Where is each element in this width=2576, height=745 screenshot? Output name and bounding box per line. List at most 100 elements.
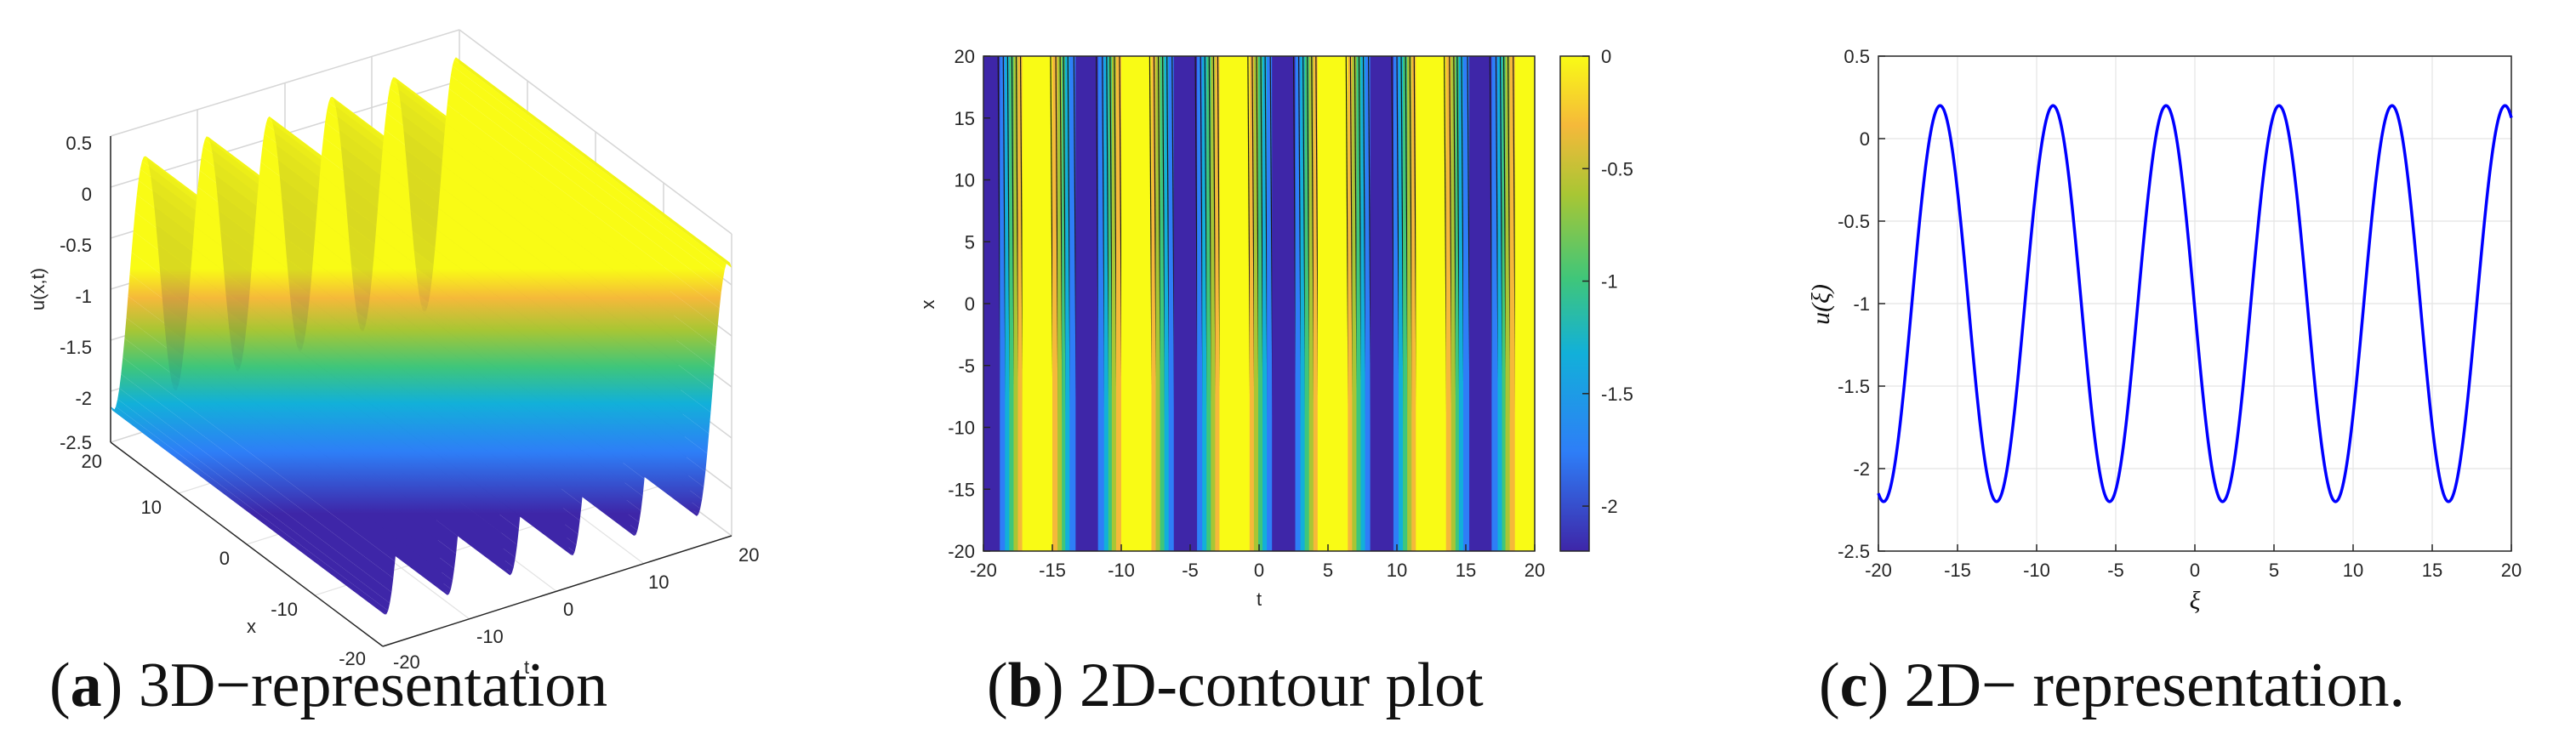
panel-c-series-line — [1877, 104, 2513, 503]
x-tick-label: 15 — [2422, 560, 2442, 581]
contour-band — [1211, 56, 1216, 551]
surface-facet — [433, 249, 708, 472]
contour-band — [1062, 56, 1066, 551]
surface-facet — [117, 388, 392, 604]
contour-band — [1108, 56, 1113, 551]
contour-band — [1257, 56, 1263, 551]
contour-band — [1111, 56, 1117, 551]
surface-facet — [302, 340, 577, 552]
contour-band — [1407, 56, 1412, 551]
x-tick-label: 15 — [1456, 560, 1476, 581]
contour-band — [1462, 56, 1470, 551]
panel-a-3d-surface: 0.5 0 -0.5 -1 -1.5 -2 -2.5 u(x,t) 20 10 … — [27, 29, 759, 678]
panel-a-axes — [110, 136, 732, 647]
contour-band — [1360, 56, 1366, 551]
surface-facet — [114, 407, 389, 615]
colorbar-tick-label: -1 — [1601, 271, 1618, 293]
panel-b-x-axis-label: t — [1257, 589, 1262, 610]
panel-a-t-ticks: -20 -10 0 10 20 — [393, 544, 759, 673]
z-tick-label: 0 — [82, 184, 92, 205]
y-tick-label: 15 — [955, 108, 975, 129]
z-tick-label: -1 — [75, 286, 92, 307]
surface-facet — [242, 340, 517, 558]
contour-band — [1365, 56, 1371, 551]
panel-c-y-axis-label: u(ξ) — [1807, 284, 1835, 325]
contour-band — [1197, 56, 1203, 551]
y-tick-label: -2.5 — [1838, 541, 1870, 562]
surface-facet — [458, 58, 732, 268]
contour-band — [1317, 56, 1348, 551]
contour-band — [1399, 56, 1404, 551]
x-tick-label: -15 — [1039, 560, 1066, 581]
surface-facet — [367, 306, 641, 523]
surface-facet — [121, 357, 396, 578]
contour-band — [1253, 56, 1259, 551]
contour-band — [1356, 56, 1361, 551]
contour-band — [1000, 56, 1006, 551]
x-tick-label: -20 — [970, 560, 997, 581]
y-tick-label: -1.5 — [1838, 376, 1870, 397]
contour-band — [1308, 56, 1314, 551]
contour-band — [1267, 56, 1273, 551]
contour-band — [1009, 56, 1014, 551]
y-tick-label: -2 — [1853, 458, 1870, 480]
contour-band — [1445, 56, 1452, 551]
colorbar-tick-label: -1.5 — [1601, 384, 1633, 405]
z-tick-label: -1.5 — [60, 337, 92, 358]
contour-band — [1469, 56, 1492, 551]
surface-facet — [241, 353, 516, 567]
caption-b-text: 2D-contour plot — [1080, 651, 1484, 720]
contour-band — [1313, 56, 1319, 551]
contour-band — [1160, 56, 1165, 551]
t-tick-label: -20 — [393, 651, 420, 673]
contour-band — [1370, 56, 1394, 551]
y-tick-label: -1 — [1853, 293, 1870, 315]
surface-facet — [425, 310, 698, 516]
surface-facet — [178, 376, 453, 589]
contour-band — [1403, 56, 1408, 551]
contour-band — [1249, 56, 1255, 551]
z-tick-label: -2 — [75, 388, 92, 409]
contour-band — [1173, 56, 1198, 551]
y-tick-label: -20 — [948, 541, 975, 562]
panel-b-ticks: -20 -15 -10 -5 0 5 10 15 20 20 15 10 5 0 -5 -10 -15 -20 — [948, 46, 1545, 581]
contour-band — [1005, 56, 1010, 551]
contour-band — [1304, 56, 1310, 551]
contour-band — [1262, 56, 1268, 551]
panel-b-colorbar-ticks: 0 -0.5 -1 -1.5 -2 — [1582, 46, 1633, 517]
contour-band — [1352, 56, 1357, 551]
contour-band — [1013, 56, 1018, 551]
contour-band — [1295, 56, 1302, 551]
t-tick-label: 0 — [563, 599, 573, 620]
x-tick-label: 20 — [82, 451, 102, 472]
contour-band — [1097, 56, 1105, 551]
surface-facet — [447, 88, 721, 309]
x-tick-label: 0 — [2190, 560, 2200, 581]
contour-band — [1155, 56, 1161, 551]
x-axis-label: x — [247, 616, 256, 637]
surface-facet — [299, 350, 573, 555]
t-tick-label: 20 — [738, 544, 759, 566]
contour-band — [1514, 56, 1536, 551]
contour-band — [1219, 56, 1251, 551]
surface-facet — [304, 330, 578, 545]
caption-b: (b) 2D-contour plot — [987, 651, 1484, 720]
caption-c-letter: c — [1840, 651, 1868, 720]
surface-facet — [440, 164, 715, 391]
contour-band — [1022, 56, 1053, 551]
surface-facet — [431, 267, 706, 487]
surface-facet — [244, 325, 519, 545]
contour-band — [1057, 56, 1063, 551]
panel-c-x-axis-label: ξ — [2190, 587, 2201, 615]
contour-band — [1497, 56, 1503, 551]
contour-band — [1491, 56, 1498, 551]
y-tick-label: -5 — [958, 355, 975, 377]
surface-facet — [455, 57, 730, 263]
contour-band — [1052, 56, 1058, 551]
surface-facet — [428, 295, 703, 509]
panel-b-y-axis-label: x — [917, 300, 938, 310]
surface-facet — [436, 208, 711, 434]
surface-facet — [435, 229, 710, 454]
surface-facet — [180, 364, 454, 581]
